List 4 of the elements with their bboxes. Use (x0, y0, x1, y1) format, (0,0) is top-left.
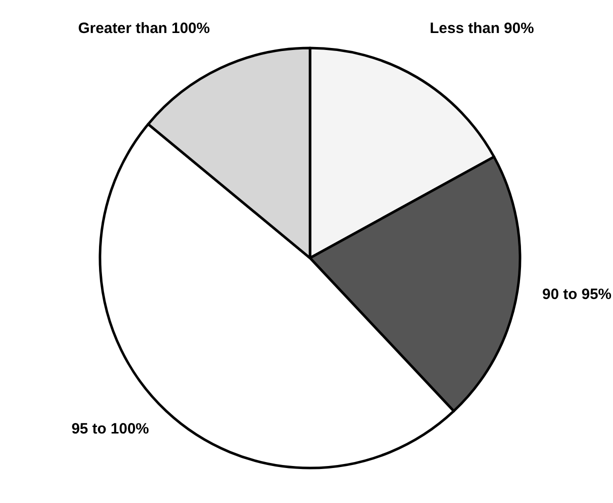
slice-label: Greater than 100% (78, 20, 210, 38)
slice-label: Less than 90% (430, 20, 534, 38)
slice-label: 90 to 95% (542, 286, 612, 303)
slice-label: 95 to 100% (71, 420, 149, 438)
